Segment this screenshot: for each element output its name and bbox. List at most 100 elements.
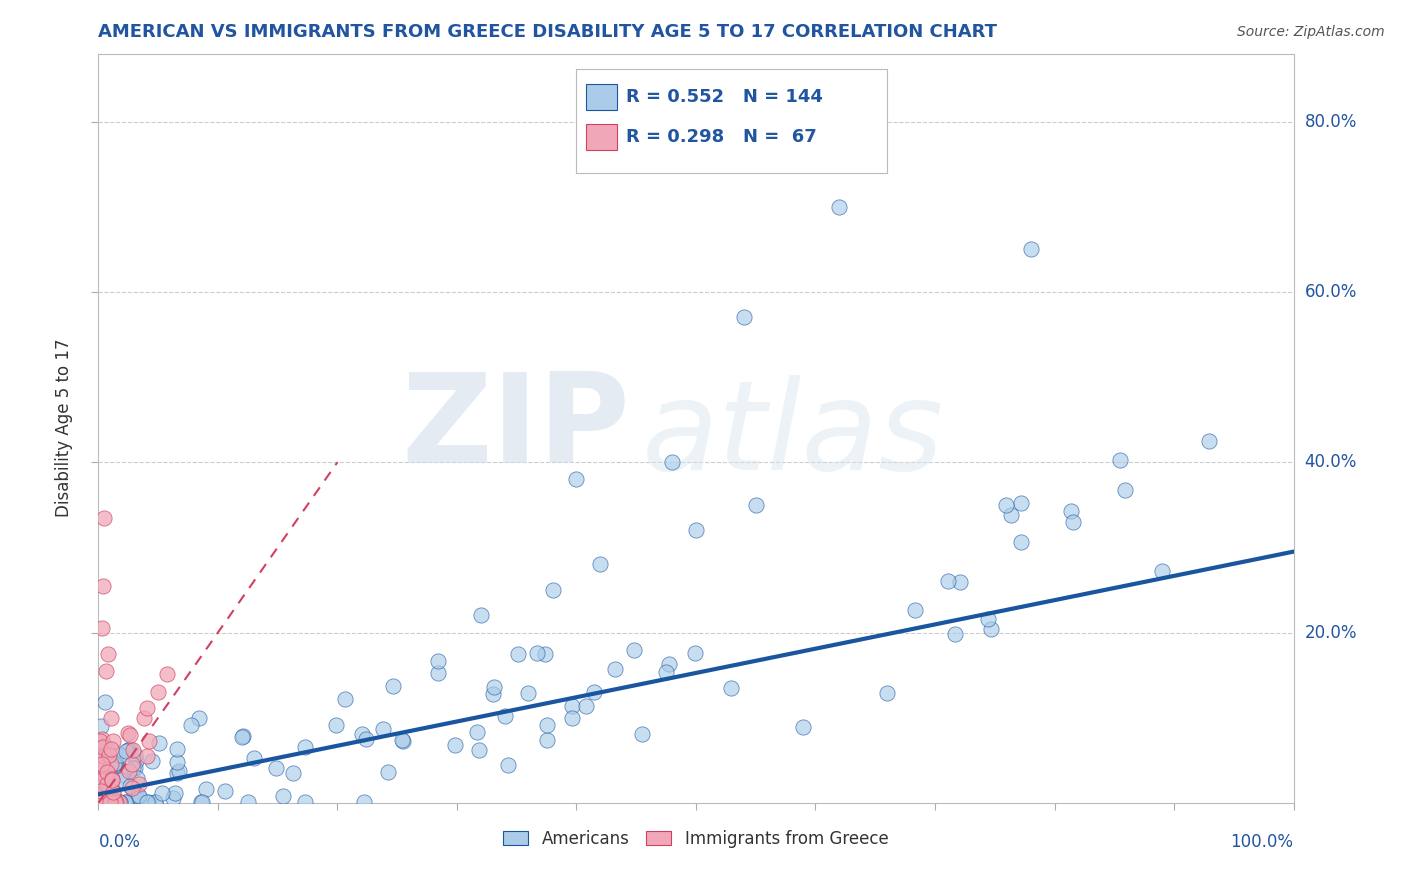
Point: [381, 679, 404, 693]
Point: [98, 795, 121, 809]
Point: [89, 750, 111, 764]
Point: [494, 709, 516, 723]
Point: [91, 739, 114, 754]
Point: [541, 582, 564, 597]
Point: [166, 766, 188, 780]
Point: [1010, 496, 1032, 510]
Point: [94, 695, 117, 709]
Point: [180, 718, 202, 732]
Point: [104, 795, 127, 809]
Point: [1010, 534, 1032, 549]
Point: [110, 748, 132, 763]
Point: [156, 666, 179, 681]
Point: [94, 741, 117, 756]
Point: [94, 795, 117, 809]
Point: [120, 728, 142, 742]
Point: [101, 795, 124, 809]
Point: [980, 622, 1002, 636]
Point: [377, 764, 399, 779]
Point: [89, 795, 111, 809]
Point: [89, 734, 111, 748]
Point: [467, 725, 489, 739]
Point: [876, 686, 898, 700]
Point: [232, 729, 254, 743]
Point: [110, 795, 132, 809]
Point: [91, 795, 114, 809]
Point: [97, 795, 120, 809]
Point: [128, 789, 150, 803]
Point: [105, 795, 128, 809]
Point: [231, 730, 253, 744]
Point: [167, 764, 190, 779]
Point: [127, 788, 149, 802]
Point: [96, 795, 118, 809]
Point: [93, 739, 115, 753]
Text: ZIP: ZIP: [402, 368, 630, 489]
Point: [122, 761, 145, 775]
Point: [100, 792, 122, 806]
Point: [96, 764, 118, 779]
Point: [90, 754, 112, 768]
Point: [136, 795, 159, 809]
Point: [94, 782, 117, 797]
Point: [90, 795, 112, 809]
Point: [121, 756, 143, 771]
Point: [936, 574, 959, 588]
Point: [1060, 504, 1083, 518]
Point: [561, 699, 583, 714]
Point: [90, 791, 112, 805]
Point: [353, 795, 375, 809]
Point: [91, 621, 114, 635]
Point: [191, 795, 214, 809]
Point: [661, 455, 683, 469]
Text: Source: ZipAtlas.com: Source: ZipAtlas.com: [1237, 25, 1385, 39]
Text: 40.0%: 40.0%: [1305, 453, 1357, 471]
Point: [658, 657, 681, 671]
Point: [426, 666, 449, 681]
Point: [103, 756, 125, 771]
Point: [506, 647, 529, 661]
Point: [143, 795, 166, 809]
Point: [517, 686, 540, 700]
Point: [91, 791, 114, 805]
Point: [97, 795, 120, 809]
Point: [128, 777, 150, 791]
Y-axis label: Disability Age 5 to 17: Disability Age 5 to 17: [55, 339, 73, 517]
Point: [127, 772, 149, 786]
Point: [1062, 515, 1084, 529]
Point: [136, 749, 159, 764]
Point: [93, 795, 115, 809]
Point: [98, 788, 121, 802]
Point: [90, 773, 112, 788]
Point: [720, 681, 742, 696]
Point: [166, 742, 188, 756]
Point: [121, 742, 143, 756]
Point: [91, 795, 114, 809]
Point: [90, 795, 112, 809]
Point: [1019, 243, 1042, 257]
Point: [100, 711, 122, 725]
Point: [91, 772, 114, 787]
Point: [90, 795, 112, 809]
Point: [124, 747, 146, 762]
Point: [1114, 483, 1136, 497]
Point: [101, 795, 124, 809]
Point: [103, 795, 125, 809]
Point: [371, 722, 394, 736]
Point: [89, 795, 111, 809]
Point: [498, 758, 520, 772]
Point: [1000, 508, 1022, 523]
Point: [190, 795, 212, 809]
Point: [125, 789, 148, 804]
Point: [114, 795, 136, 809]
Point: [335, 692, 357, 706]
Point: [97, 757, 120, 772]
Point: [105, 758, 128, 772]
Point: [135, 701, 157, 715]
Point: [93, 795, 115, 809]
Point: [96, 795, 118, 809]
Point: [90, 793, 112, 807]
Point: [685, 524, 707, 538]
Point: [90, 765, 112, 780]
Point: [100, 757, 122, 772]
